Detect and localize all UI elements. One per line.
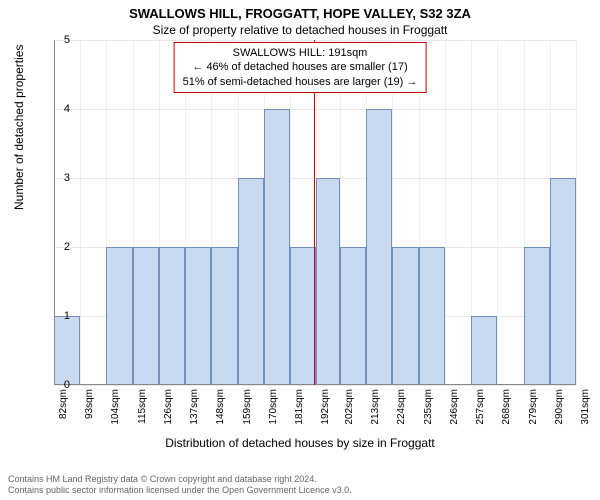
page-subtitle: Size of property relative to detached ho…	[0, 21, 600, 37]
gridline-v	[445, 40, 446, 385]
x-tick: 137sqm	[189, 389, 200, 425]
chart-bar	[392, 247, 418, 385]
x-tick: 159sqm	[242, 389, 253, 425]
x-tick: 93sqm	[84, 389, 95, 419]
chart-bar	[419, 247, 445, 385]
x-tick: 148sqm	[215, 389, 226, 425]
gridline-v	[80, 40, 81, 385]
chart-bar	[211, 247, 237, 385]
info-box-line2: ← 46% of detached houses are smaller (17…	[183, 60, 418, 74]
chart-bar	[316, 178, 340, 385]
chart-bar	[106, 247, 132, 385]
chart-bar	[366, 109, 392, 385]
gridline-h	[54, 385, 576, 386]
gridline-v	[576, 40, 577, 385]
chart-bar	[185, 247, 211, 385]
chart-bar	[340, 247, 366, 385]
footer-line1: Contains HM Land Registry data © Crown c…	[8, 474, 352, 485]
info-box: SWALLOWS HILL: 191sqm ← 46% of detached …	[174, 42, 427, 93]
y-tick: 1	[64, 310, 70, 322]
y-tick: 4	[64, 103, 70, 115]
chart-bar	[159, 247, 185, 385]
x-tick: 170sqm	[268, 389, 279, 425]
chart-bar	[524, 247, 550, 385]
chart-bar	[133, 247, 159, 385]
x-tick: 246sqm	[449, 389, 460, 425]
y-tick: 2	[64, 241, 70, 253]
x-tick: 192sqm	[320, 389, 331, 425]
x-tick: 268sqm	[501, 389, 512, 425]
chart-bar	[54, 316, 80, 385]
gridline-v	[497, 40, 498, 385]
x-tick: 126sqm	[163, 389, 174, 425]
y-tick: 3	[64, 172, 70, 184]
x-tick: 290sqm	[554, 389, 565, 425]
x-tick: 115sqm	[137, 389, 148, 424]
x-tick: 181sqm	[294, 389, 305, 425]
chart-bar	[290, 247, 316, 385]
chart-bar	[238, 178, 264, 385]
x-axis-label: Distribution of detached houses by size …	[0, 436, 600, 450]
x-tick: 224sqm	[396, 389, 407, 425]
chart-bar	[471, 316, 497, 385]
y-axis-label: Number of detached properties	[12, 45, 26, 210]
footer: Contains HM Land Registry data © Crown c…	[8, 474, 352, 496]
info-box-line3: 51% of semi-detached houses are larger (…	[183, 75, 418, 89]
x-tick: 257sqm	[475, 389, 486, 425]
y-axis-line	[54, 40, 55, 385]
chart-bar	[550, 178, 576, 385]
x-tick: 104sqm	[110, 389, 121, 425]
x-tick: 213sqm	[370, 389, 381, 425]
x-tick: 235sqm	[423, 389, 434, 425]
info-box-line1: SWALLOWS HILL: 191sqm	[183, 46, 418, 60]
x-tick: 82sqm	[58, 389, 69, 419]
y-tick: 5	[64, 34, 70, 46]
x-tick: 202sqm	[344, 389, 355, 425]
x-tick: 301sqm	[580, 389, 591, 425]
chart-bar	[264, 109, 290, 385]
page-title: SWALLOWS HILL, FROGGATT, HOPE VALLEY, S3…	[0, 0, 600, 21]
footer-line2: Contains public sector information licen…	[8, 485, 352, 496]
x-tick: 279sqm	[528, 389, 539, 425]
